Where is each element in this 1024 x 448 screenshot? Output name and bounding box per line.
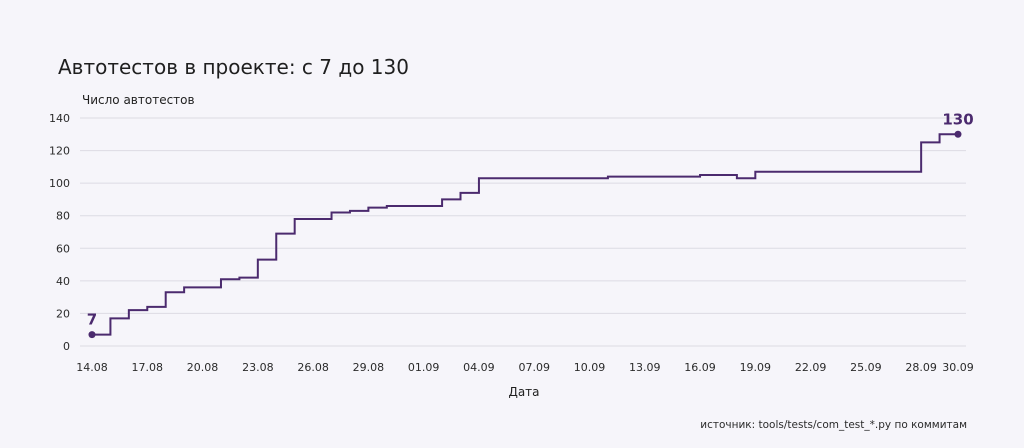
y-tick-label: 80 bbox=[56, 210, 70, 223]
x-tick-label: 26.08 bbox=[297, 361, 329, 374]
y-tick-label: 60 bbox=[56, 242, 70, 255]
y-tick-label: 140 bbox=[49, 112, 70, 125]
x-tick-label: 04.09 bbox=[463, 361, 495, 374]
x-tick-label: 23.08 bbox=[242, 361, 274, 374]
x-tick-label: 13.09 bbox=[629, 361, 661, 374]
x-tick-label: 07.09 bbox=[518, 361, 550, 374]
x-tick-label: 17.08 bbox=[132, 361, 164, 374]
x-tick-label: 25.09 bbox=[850, 361, 882, 374]
x-tick-label: 16.09 bbox=[684, 361, 716, 374]
x-tick-label: 29.08 bbox=[353, 361, 385, 374]
x-tick-label: 20.08 bbox=[187, 361, 219, 374]
x-tick-label: 30.09 bbox=[942, 361, 974, 374]
x-tick-label: 19.09 bbox=[740, 361, 772, 374]
endpoint-marker bbox=[88, 331, 96, 339]
x-tick-label: 28.09 bbox=[905, 361, 937, 374]
x-tick-label: 14.08 bbox=[76, 361, 108, 374]
y-tick-label: 120 bbox=[49, 145, 70, 158]
endpoint-label: 130 bbox=[942, 110, 973, 128]
y-tick-layer: 0 20 40 60 80 100 120 140 bbox=[49, 112, 70, 353]
x-tick-layer: 14.08 17.08 20.08 23.08 26.08 29.08 01.09 04.09… bbox=[76, 361, 974, 374]
chart-title: Автотестов в проекте: с 7 до 130 bbox=[58, 55, 409, 79]
source-note: источник: tools/tests/com_test_*.py по к… bbox=[700, 419, 967, 431]
grid-layer bbox=[80, 117, 966, 347]
x-tick-label: 01.09 bbox=[408, 361, 440, 374]
endpoint-marker bbox=[954, 130, 962, 138]
x-tick-label: 22.09 bbox=[795, 361, 827, 374]
y-tick-label: 100 bbox=[49, 177, 70, 190]
series-line-0 bbox=[92, 133, 958, 336]
x-axis-label: Дата bbox=[508, 385, 539, 399]
x-tick-label: 10.09 bbox=[574, 361, 606, 374]
series-layer bbox=[92, 133, 958, 336]
annotation-layer: 7 130 bbox=[87, 110, 974, 339]
y-tick-label: 40 bbox=[56, 275, 70, 288]
y-axis-label: Число автотестов bbox=[82, 93, 195, 107]
endpoint-label: 7 bbox=[87, 311, 97, 329]
y-tick-label: 20 bbox=[56, 307, 70, 320]
y-tick-label: 0 bbox=[63, 340, 70, 353]
